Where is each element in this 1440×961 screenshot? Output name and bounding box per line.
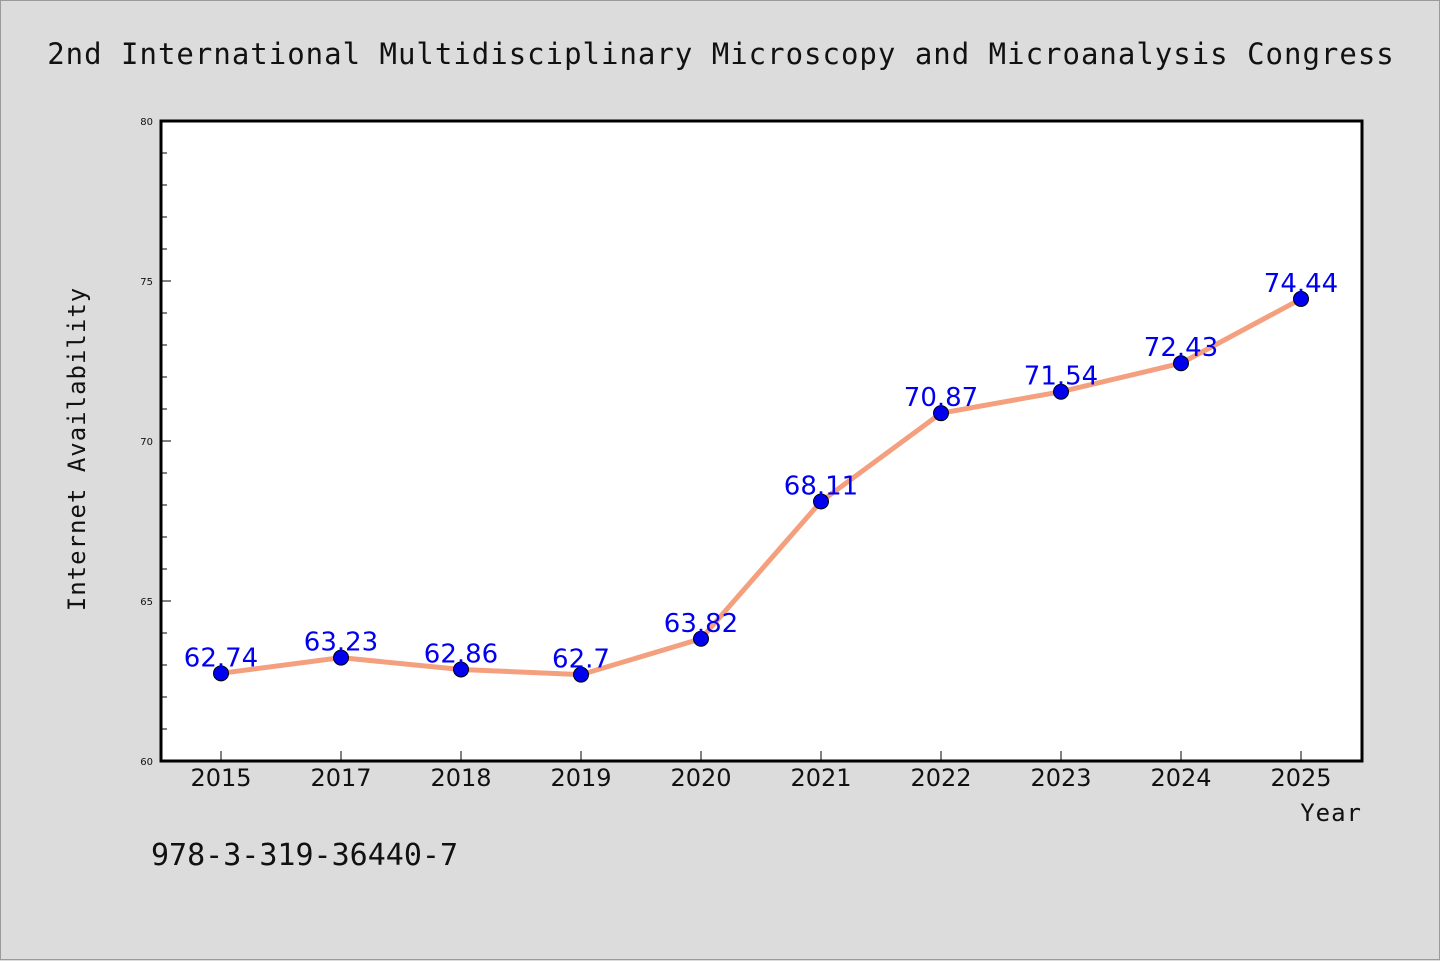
x-tick-label: 2021 — [790, 764, 851, 792]
data-point — [453, 661, 469, 678]
x-tick-label: 2017 — [310, 764, 371, 792]
x-axis: 2015 2017 2018 2019 2020 2021 2022 2023 2024 2025 — [190, 751, 1332, 792]
data-points — [213, 290, 1309, 683]
data-label: 71.54 — [1024, 362, 1098, 392]
x-tick-label: 2015 — [190, 764, 251, 792]
data-label: 62.86 — [424, 639, 498, 669]
x-tick-label: 2020 — [670, 764, 731, 792]
data-point — [573, 666, 589, 683]
y-axis: 60 65 70 75 80 — [140, 117, 171, 768]
data-label: 70.87 — [904, 383, 978, 413]
data-label: 74.44 — [1264, 269, 1338, 299]
data-label: 63.23 — [304, 628, 378, 658]
footnote-isbn: 978-3-319-36440-7 — [151, 838, 458, 873]
x-tick-label: 2018 — [430, 764, 491, 792]
x-tick-label: 2019 — [550, 764, 611, 792]
x-tick-label: 2025 — [1270, 764, 1331, 792]
data-point — [213, 665, 229, 682]
data-point — [933, 405, 949, 422]
data-point — [1173, 355, 1189, 372]
y-tick-label: 70 — [140, 437, 153, 448]
data-label: 62.74 — [184, 643, 258, 673]
data-point — [813, 493, 829, 510]
x-tick-label: 2024 — [1150, 764, 1211, 792]
y-tick-label: 65 — [140, 597, 153, 608]
y-axis-label: Internet Availability — [63, 287, 91, 611]
y-tick-label: 75 — [140, 277, 153, 288]
x-axis-label: Year — [1300, 799, 1362, 827]
plot-area — [159, 119, 1364, 763]
data-point — [693, 630, 709, 647]
data-labels: 62.74 63.23 62.86 62.7 63.82 68.11 70.87 71.54 7… — [184, 269, 1338, 675]
data-label: 62.7 — [552, 645, 610, 675]
y-tick-label: 60 — [140, 757, 153, 768]
chart-title: 2nd International Multidisciplinary Micr… — [47, 37, 1395, 71]
data-label: 63.82 — [664, 609, 738, 639]
x-tick-label: 2022 — [910, 764, 971, 792]
series-line — [218, 296, 1304, 678]
x-tick-label: 2023 — [1030, 764, 1091, 792]
data-point — [333, 649, 349, 666]
y-tick-label: 80 — [140, 117, 153, 128]
data-point — [1053, 383, 1069, 400]
data-label: 72.43 — [1144, 333, 1218, 363]
data-point — [1293, 290, 1309, 307]
data-label: 68.11 — [784, 471, 858, 501]
